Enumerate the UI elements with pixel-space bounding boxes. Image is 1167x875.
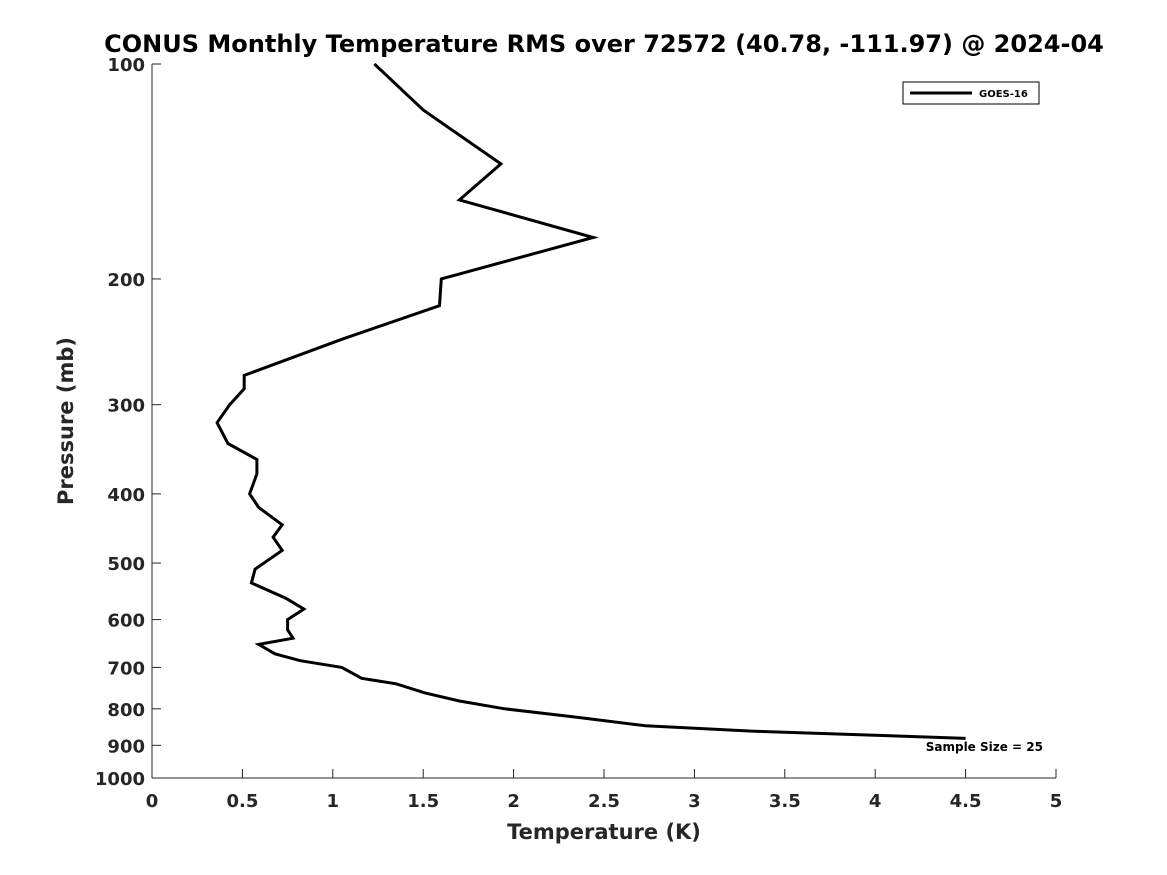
x-tick-label: 0.5 bbox=[226, 791, 258, 812]
series-line-goes-16 bbox=[215, 62, 966, 740]
x-tick-label: 3.5 bbox=[769, 791, 801, 812]
y-axis-label: Pressure (mb) bbox=[54, 337, 78, 505]
x-tick-label: 0 bbox=[146, 791, 159, 812]
y-tick-label: 800 bbox=[107, 700, 145, 721]
x-axis-label: Temperature (K) bbox=[507, 820, 701, 844]
y-axis-ticks: 100 200 300 400 500 600 700 800 900 1000 bbox=[95, 55, 161, 790]
y-tick-label: 400 bbox=[107, 485, 145, 506]
x-tick-label: 4.5 bbox=[950, 791, 982, 812]
x-tick-label: 4 bbox=[869, 791, 882, 812]
y-tick-label: 1000 bbox=[95, 769, 145, 790]
y-tick-label: 500 bbox=[107, 554, 145, 575]
y-tick-label: 300 bbox=[107, 396, 145, 417]
y-tick-label: 900 bbox=[107, 736, 145, 757]
sample-size-annotation: Sample Size = 25 bbox=[926, 740, 1043, 754]
x-axis-ticks: 0 0.5 1 1.5 2 2.5 3 3.5 4 4.5 5 bbox=[146, 769, 1063, 812]
legend-label: GOES-16 bbox=[979, 89, 1028, 100]
y-tick-label: 200 bbox=[107, 270, 145, 291]
x-tick-label: 3 bbox=[688, 791, 701, 812]
y-tick-label: 700 bbox=[107, 658, 145, 679]
x-tick-label: 2.5 bbox=[588, 791, 620, 812]
x-tick-label: 2 bbox=[507, 791, 520, 812]
series-layer bbox=[215, 62, 966, 740]
y-tick-label: 600 bbox=[107, 611, 145, 632]
x-tick-label: 1 bbox=[327, 791, 340, 812]
legend: GOES-16 bbox=[902, 81, 1040, 105]
chart-title: CONUS Monthly Temperature RMS over 72572… bbox=[104, 30, 1104, 58]
y-tick-label: 100 bbox=[107, 55, 145, 76]
x-tick-label: 1.5 bbox=[407, 791, 439, 812]
x-tick-label: 5 bbox=[1050, 791, 1063, 812]
